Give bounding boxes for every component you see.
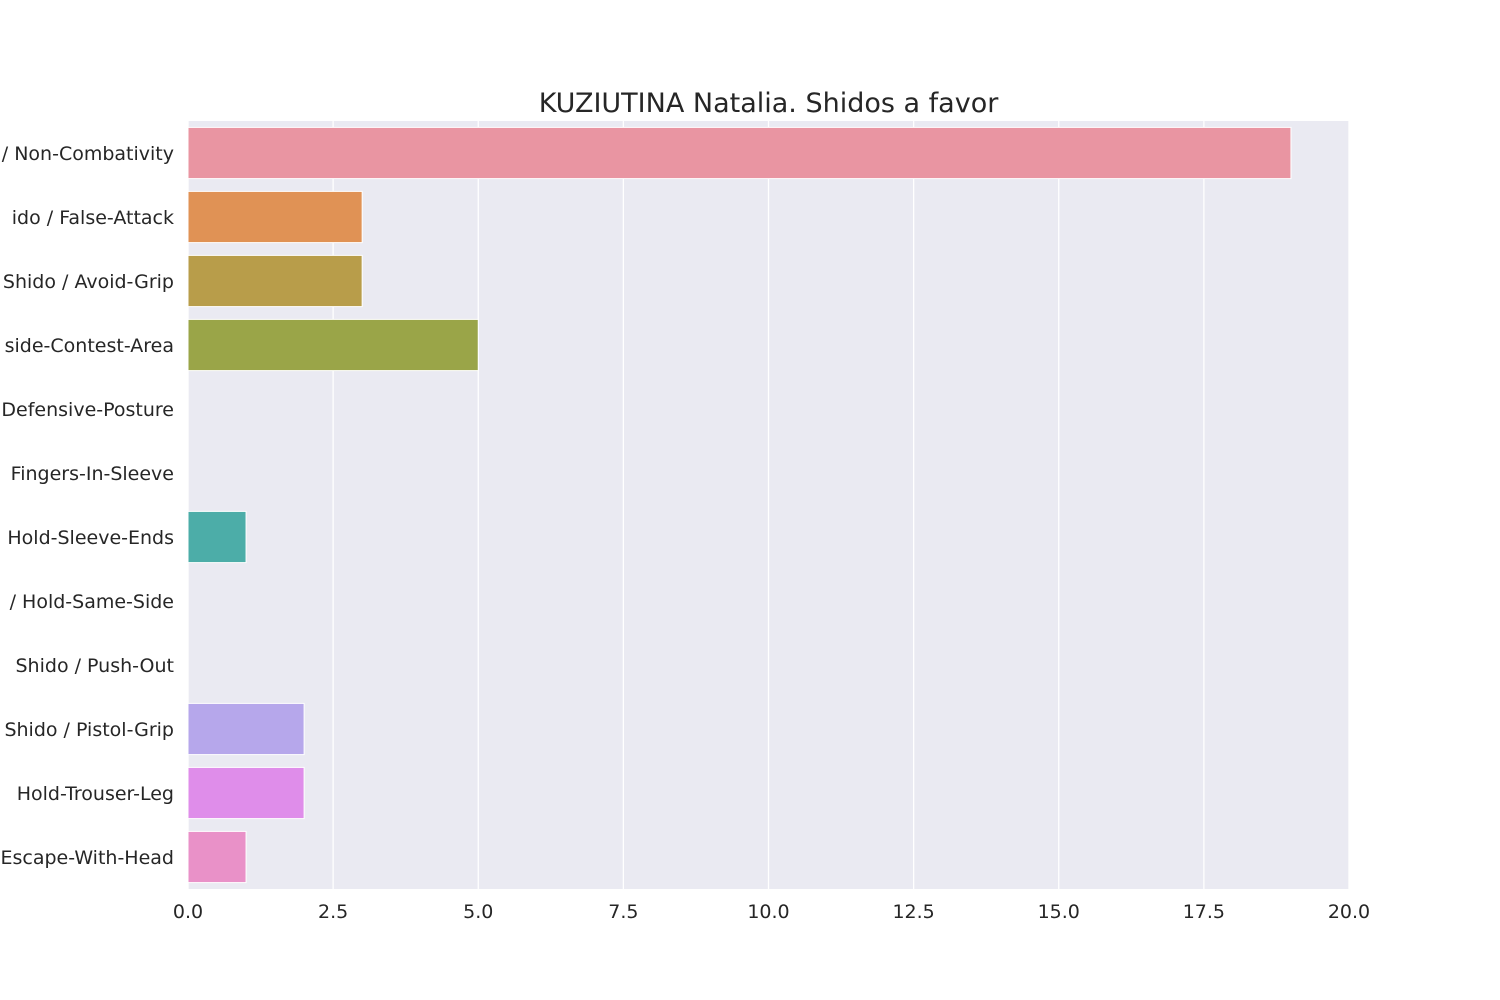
y-tick-label: / Non-Combativity — [2, 143, 174, 165]
bar — [187, 126, 1292, 180]
x-tick-labels: 0.0 2.5 5.0 7.5 10.0 12.5 15.0 17.5 20.0 — [173, 901, 1370, 923]
bar — [187, 510, 247, 564]
x-tick-label: 17.5 — [1183, 901, 1225, 923]
bar — [187, 254, 363, 308]
chart-title: KUZIUTINA Natalia. Shidos a favor — [539, 88, 1000, 119]
x-tick-label: 12.5 — [892, 901, 934, 923]
y-tick-label: side-Contest-Area — [5, 335, 174, 357]
x-gridlines — [187, 121, 1350, 889]
y-tick-label: Shido / Push-Out — [16, 655, 175, 677]
x-tick-label: 5.0 — [463, 901, 493, 923]
y-tick-label: Shido / Avoid-Grip — [3, 271, 174, 293]
y-tick-label: Defensive-Posture — [1, 399, 174, 421]
y-tick-label: Shido / Pistol-Grip — [4, 719, 174, 741]
bar — [187, 318, 479, 372]
x-tick-label: 0.0 — [173, 901, 203, 923]
x-tick-label: 20.0 — [1328, 901, 1370, 923]
bar — [187, 766, 305, 820]
bar — [187, 190, 363, 244]
x-tick-label: 15.0 — [1038, 901, 1080, 923]
x-tick-label: 10.0 — [747, 901, 789, 923]
y-tick-label: Fingers-In-Sleeve — [11, 463, 174, 485]
bar — [187, 702, 305, 756]
y-tick-label: / Hold-Same-Side — [10, 591, 174, 613]
x-tick-label: 7.5 — [608, 901, 638, 923]
y-tick-label: Escape-With-Head — [0, 847, 174, 869]
bar — [187, 830, 247, 884]
y-tick-labels: / Non-Combativity ido / False-Attack Shido… — [0, 143, 174, 869]
x-tick-label: 2.5 — [318, 901, 348, 923]
y-tick-label: ido / False-Attack — [12, 207, 174, 229]
y-tick-label: Hold-Sleeve-Ends — [7, 527, 174, 549]
y-tick-label: Hold-Trouser-Leg — [17, 783, 174, 805]
bars — [187, 126, 1292, 884]
